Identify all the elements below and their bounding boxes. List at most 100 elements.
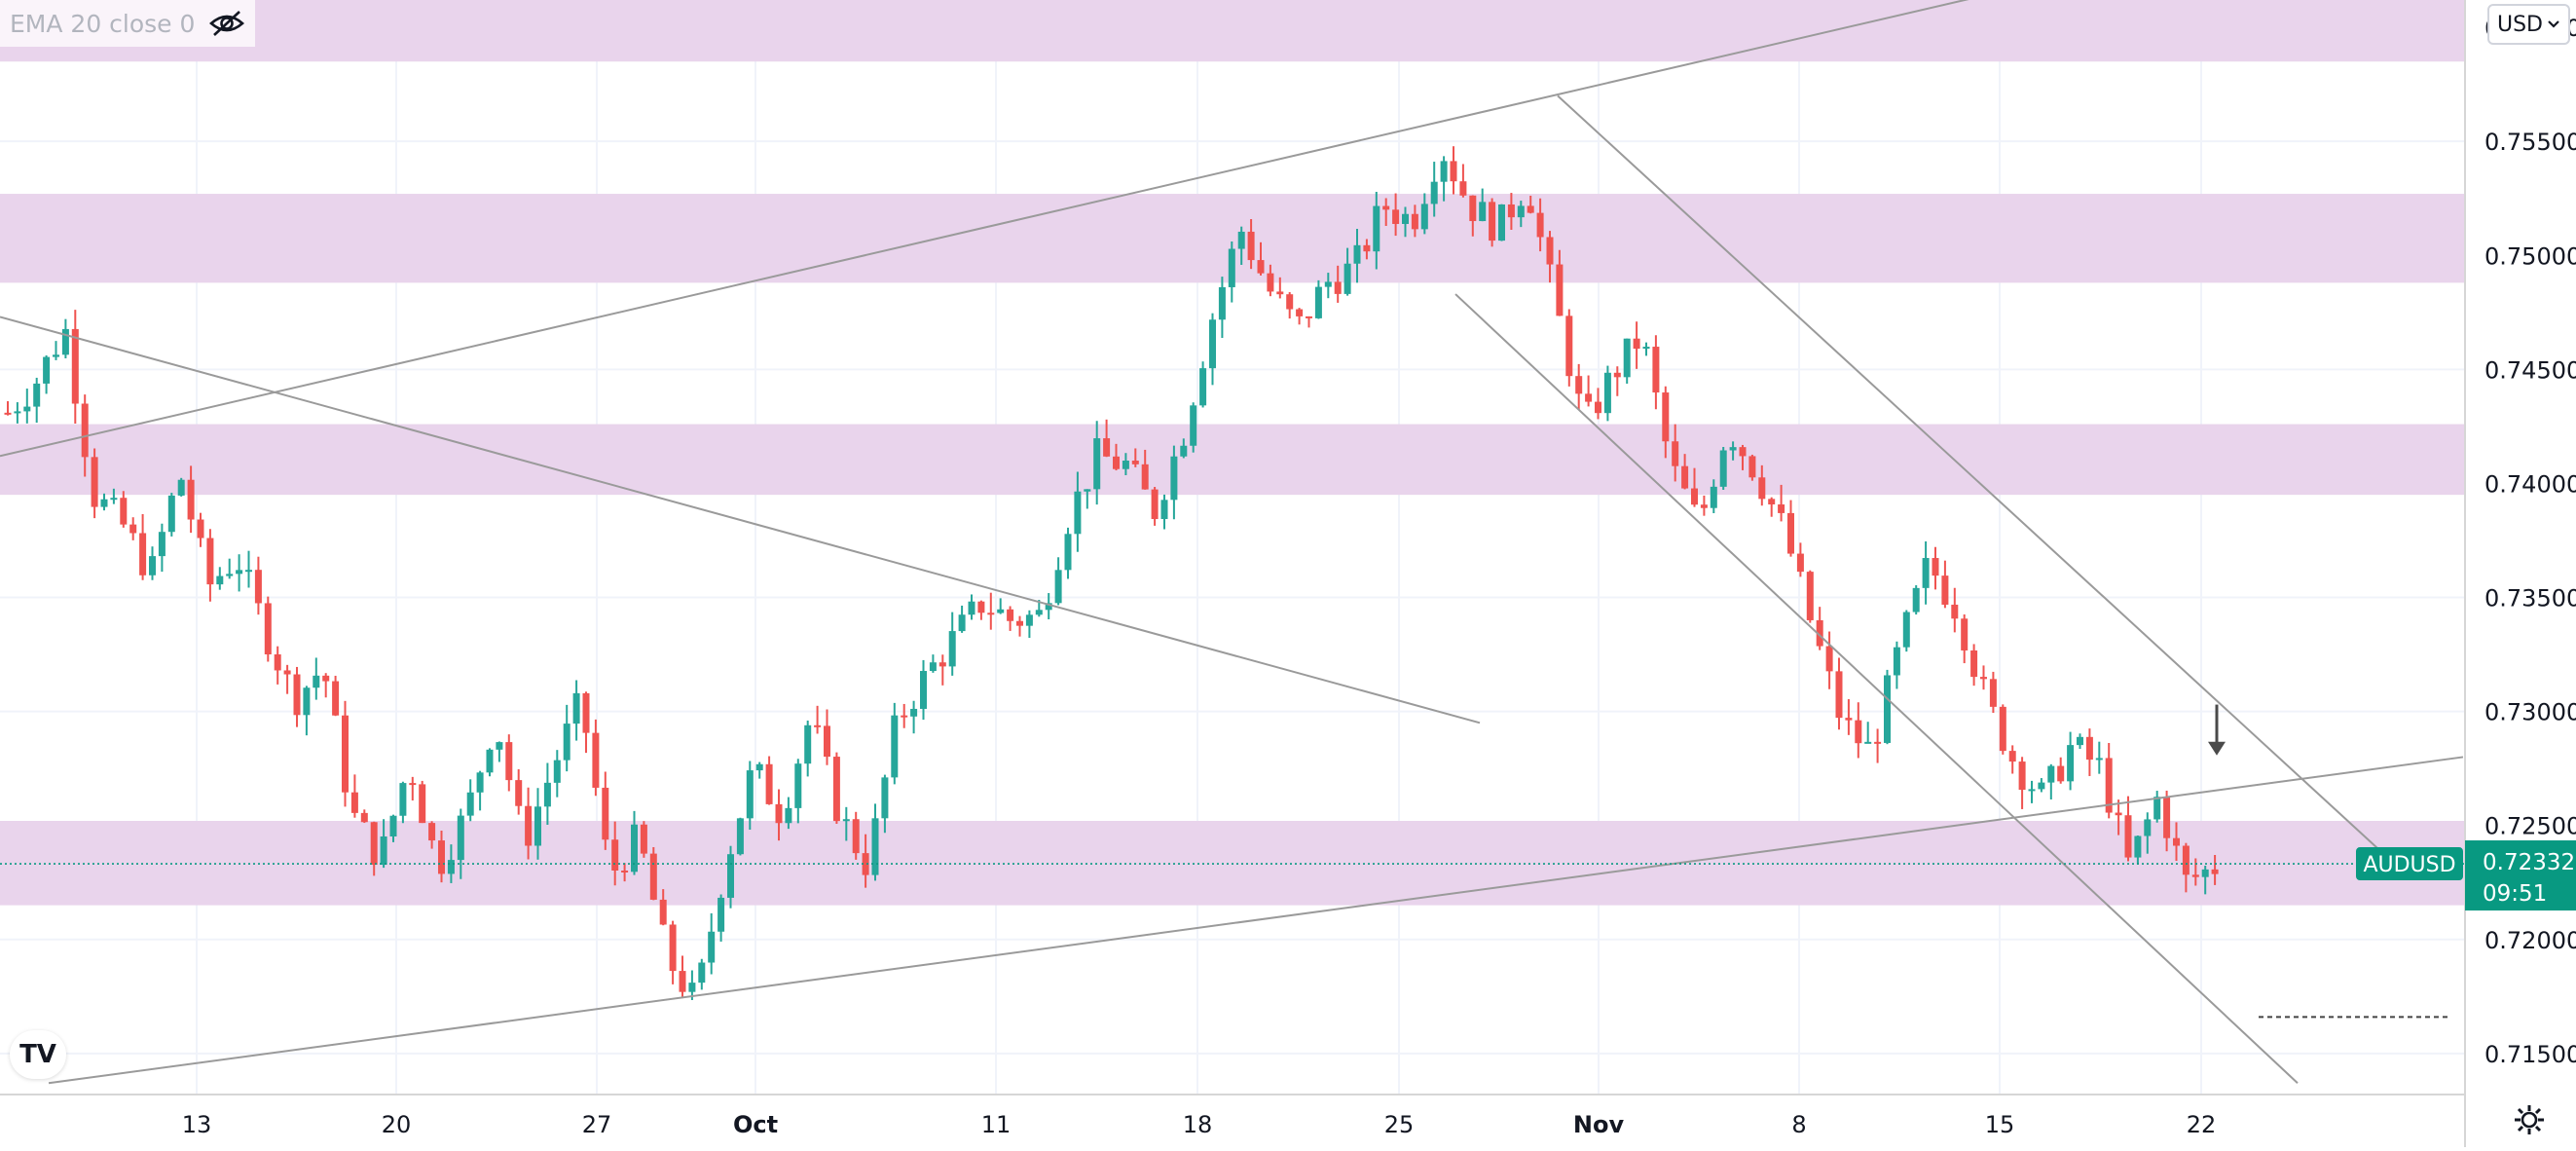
- candle-body: [1787, 512, 1794, 554]
- candle-body: [640, 824, 647, 854]
- candle-body: [2105, 758, 2113, 813]
- trend-line: [0, 0, 1969, 458]
- symbol-tag: [2356, 847, 2463, 881]
- candle-body: [71, 328, 79, 404]
- candle-body: [1999, 706, 2006, 752]
- candle-body: [1469, 195, 1477, 222]
- indicator-label: EMA 20 close 0: [10, 9, 196, 38]
- candle-body: [33, 383, 41, 407]
- candle-body: [177, 479, 185, 496]
- candle-body: [1276, 291, 1284, 295]
- candle-body: [2008, 751, 2016, 762]
- candle-body: [563, 724, 570, 761]
- candle-body: [785, 807, 792, 824]
- candle-body: [1864, 741, 1872, 744]
- eye-crossed-icon[interactable]: [208, 9, 245, 38]
- tradingview-logo[interactable]: TV: [10, 1030, 66, 1079]
- candle-body: [1113, 456, 1120, 469]
- candle-body: [1054, 570, 1062, 604]
- candle-body: [226, 574, 234, 576]
- indicator-legend[interactable]: EMA 20 close 0: [0, 0, 256, 47]
- candle-body: [814, 724, 822, 727]
- candle-body: [1932, 558, 1939, 576]
- candle-body: [447, 860, 455, 874]
- candle-body: [602, 787, 609, 840]
- candle-body: [419, 784, 426, 824]
- candle-body: [120, 498, 128, 525]
- candle-body: [1672, 441, 1679, 466]
- candle-body: [688, 983, 696, 992]
- candle-body: [2144, 819, 2152, 836]
- candle-body: [718, 897, 725, 932]
- candle-body: [938, 662, 946, 667]
- trend-line: [1557, 94, 2396, 866]
- candle-body: [2077, 736, 2083, 746]
- candle-body: [582, 692, 590, 733]
- candle-body: [2153, 797, 2161, 820]
- candle-body: [350, 792, 358, 813]
- candle-body: [1074, 491, 1082, 535]
- candle-body: [592, 732, 600, 788]
- candle-body: [1498, 204, 1505, 241]
- candle-body: [1778, 504, 1785, 513]
- candle-body: [1420, 204, 1428, 230]
- candle-body: [1296, 309, 1304, 316]
- candle-body: [1922, 558, 1930, 588]
- candle-body: [736, 818, 744, 855]
- candle-body: [389, 815, 397, 836]
- candle-body: [1228, 248, 1235, 287]
- candle-body: [360, 812, 368, 823]
- x-tick-label: 8: [1791, 1111, 1806, 1138]
- x-tick-label: 25: [1384, 1111, 1415, 1138]
- y-tick-label: 0.75500: [2484, 129, 2576, 156]
- candle-body: [1440, 161, 1448, 182]
- y-tick-label: 0.72000: [2484, 927, 2576, 954]
- x-tick-label: 22: [2187, 1111, 2217, 1138]
- candle-body: [438, 840, 445, 874]
- currency-selector[interactable]: USD: [2486, 4, 2570, 45]
- x-tick-label: 27: [582, 1111, 612, 1138]
- price-tag: [2465, 840, 2576, 911]
- candle-body: [1286, 294, 1294, 310]
- candle-body: [496, 742, 503, 750]
- candle-body: [2191, 874, 2199, 877]
- candle-body: [149, 556, 156, 576]
- candle-body: [236, 570, 243, 575]
- candle-body: [1382, 205, 1390, 210]
- candle-body: [1855, 720, 1862, 744]
- candle-body: [1642, 347, 1650, 350]
- candle-body: [1450, 161, 1457, 182]
- y-tick-label: 0.71500: [2484, 1041, 2576, 1068]
- candle-body: [457, 815, 464, 861]
- candle-body: [1190, 405, 1197, 446]
- candle-body: [1324, 281, 1332, 287]
- candle-body: [61, 328, 69, 355]
- candle-body: [505, 742, 513, 781]
- x-tick-label: 15: [1985, 1111, 2015, 1138]
- gear-icon[interactable]: [2512, 1102, 2547, 1137]
- candle-body: [332, 681, 340, 716]
- logo-text: TV: [19, 1040, 56, 1069]
- candle-body: [476, 772, 484, 793]
- candle-body: [293, 674, 301, 716]
- candle-body: [2163, 797, 2171, 838]
- candle-body: [1489, 202, 1496, 241]
- candle-body: [1180, 445, 1188, 457]
- candle-body: [794, 763, 802, 808]
- candle-body: [167, 495, 175, 533]
- candle-body: [245, 570, 252, 573]
- candle-body: [1816, 619, 1823, 647]
- candle-body: [1257, 260, 1265, 274]
- candle-body: [342, 715, 349, 793]
- candle-body: [370, 822, 378, 866]
- candle-body: [1411, 213, 1418, 230]
- candle-body: [669, 924, 677, 972]
- zone-band: [0, 0, 2465, 62]
- y-tick-label: 0.74000: [2484, 470, 2576, 498]
- candle-body: [1623, 338, 1631, 378]
- candle-body: [679, 971, 686, 992]
- candle-body: [2038, 782, 2045, 790]
- candle-body: [466, 792, 474, 816]
